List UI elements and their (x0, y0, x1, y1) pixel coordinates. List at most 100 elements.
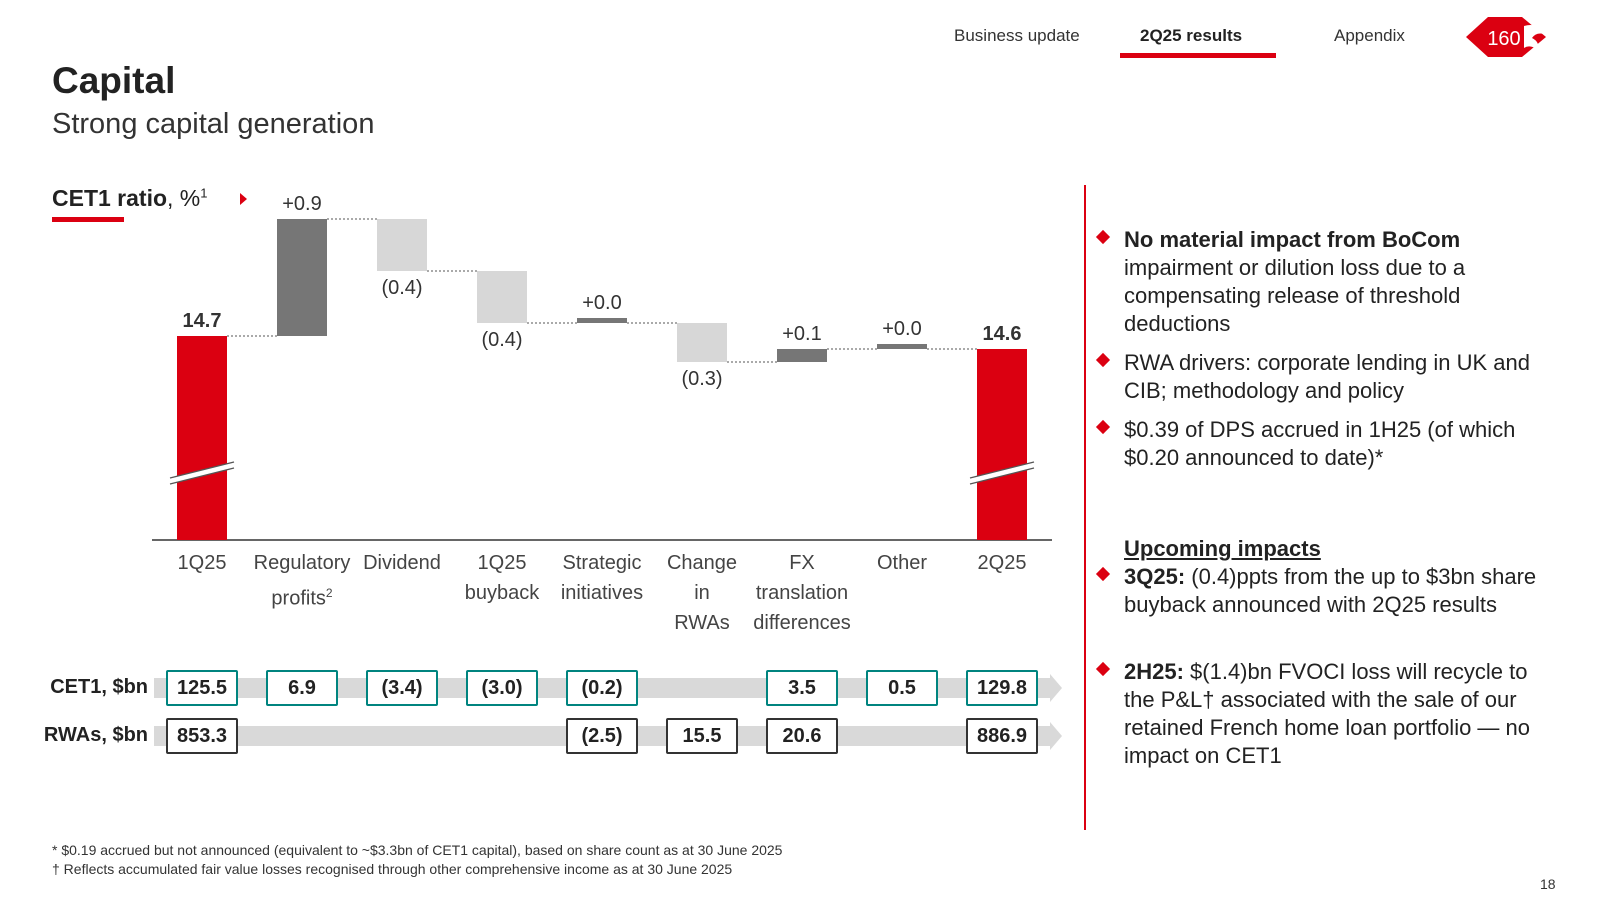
waterfall-bar-8 (977, 349, 1027, 540)
category-label: Change in RWAs (650, 548, 754, 638)
category-label: 1Q25 (150, 548, 254, 578)
category-label-line: initiatives (560, 582, 644, 604)
chart-link-arrow-icon[interactable] (240, 193, 247, 205)
row-label: CET1, $bn (50, 676, 148, 698)
axis-break-line-b-0 (169, 467, 235, 485)
category-label-line: Strategic (562, 552, 642, 574)
page-title: Capital (52, 60, 176, 101)
cet1-value-box: 3.5 (766, 670, 838, 706)
category-label-line: profits2 (271, 586, 333, 610)
rwa-value-box: 886.9 (966, 718, 1038, 754)
axis-break-line-0 (169, 461, 235, 479)
row-label: RWAs, $bn (43, 724, 148, 746)
chart-title-footnote-ref: 1 (200, 185, 208, 201)
upcoming-impacts-heading: Upcoming impacts (1124, 536, 1321, 561)
bullet-diamond-icon (1095, 229, 1111, 245)
bullet-rwa-drivers: RWA drivers: corporate lending in UK and… (1095, 349, 1564, 405)
cet1-value-box: 125.5 (166, 670, 238, 706)
bullet-diamond-icon (1095, 352, 1111, 368)
footnote-dps: * $0.19 accrued but not announced (equiv… (52, 842, 783, 858)
axis-break-line-8 (969, 461, 1035, 479)
bullet-diamond-icon (1095, 566, 1111, 582)
cet1-value-box: 129.8 (966, 670, 1038, 706)
nav-active-underline (1120, 53, 1276, 58)
page-number: 18 (1540, 876, 1556, 892)
bullet-2h25: 2H25: $(1.4)bn FVOCI loss will recycle t… (1095, 658, 1564, 770)
category-label-line: Dividend (363, 552, 441, 574)
bullet-text: impairment or dilution loss due to a com… (1124, 255, 1466, 336)
cet1-value-box: (0.2) (566, 670, 638, 706)
category-label-line: FX (789, 552, 815, 574)
category-label-line: Regulatory (253, 552, 351, 574)
axis-break-gap-0 (170, 462, 234, 484)
hsbc-160-logo: 160 (1466, 17, 1546, 57)
bullet-text: RWA drivers: corporate lending in UK and… (1124, 350, 1530, 403)
chart-title-main: CET1 ratio (52, 185, 168, 211)
cet1-value-box: 0.5 (866, 670, 938, 706)
waterfall-bar-2 (377, 219, 427, 271)
chart-title: CET1 ratio, %1 (52, 185, 208, 212)
bullet-bold: 2H25: (1124, 659, 1184, 684)
bullet-dps: $0.39 of DPS accrued in 1H25 (of which $… (1095, 416, 1564, 472)
waterfall-bar-0 (177, 336, 227, 540)
waterfall-bar-3 (477, 271, 527, 323)
category-label-line: Change (666, 552, 738, 574)
row-strip-arrow-icon (1050, 674, 1062, 702)
nav-business-update[interactable]: Business update (954, 26, 1080, 45)
waterfall-bar-5 (677, 323, 727, 362)
bullet-bocom: No material impact from BoCom impairment… (1095, 226, 1564, 338)
chart-title-underline (52, 217, 124, 222)
category-label-line: 2Q25 (977, 552, 1027, 574)
data-label-4: +0.0 (582, 292, 621, 314)
category-label-line: buyback (464, 582, 540, 604)
data-label-7: +0.0 (882, 318, 921, 340)
category-label-line: translation (755, 582, 849, 604)
chart-title-suffix: , % (167, 185, 201, 211)
bullet-text: (0.4)ppts from the up to $3bn share buyb… (1124, 564, 1537, 617)
category-label-line: differences (753, 612, 851, 634)
category-label-line: 1Q25 (177, 552, 227, 574)
nav-2q25-results[interactable]: 2Q25 results (1140, 26, 1243, 45)
bullet-text: $(1.4)bn FVOCI loss will recycle to the … (1124, 659, 1531, 768)
footnote-fvoci: † Reflects accumulated fair value losses… (52, 861, 733, 877)
bullet-bold: No material impact from BoCom (1124, 227, 1461, 252)
cet1-value-box: (3.4) (366, 670, 438, 706)
category-label-line: 1Q25 (477, 552, 527, 574)
row-strip-arrow-icon (1050, 722, 1062, 750)
category-label-line: RWAs (674, 612, 730, 634)
waterfall-bar-4 (577, 318, 627, 323)
cet1-waterfall-chart: 14.7 +0.9 (0.4) (0.4) +0.0 (0.3) +0.1 +0.0 14.6 (152, 193, 1052, 541)
category-label: Other (850, 548, 954, 578)
category-label: 2Q25 (950, 548, 1054, 578)
category-label-line: in (694, 582, 710, 604)
category-label: Regulatory profits2 (250, 548, 354, 614)
data-label-6: +0.1 (782, 323, 821, 345)
data-label-0: 14.7 (183, 310, 222, 332)
bullet-3q25: 3Q25: (0.4)ppts from the up to $3bn shar… (1095, 563, 1564, 619)
category-label-line: Other (876, 552, 928, 574)
cet1-value-box: 6.9 (266, 670, 338, 706)
data-label-5: (0.3) (681, 368, 722, 390)
logo-text: 160 (1487, 28, 1520, 50)
page-subtitle: Strong capital generation (52, 108, 375, 140)
rwa-value-box: 15.5 (666, 718, 738, 754)
waterfall-bar-7 (877, 344, 927, 349)
waterfall-bar-6 (777, 349, 827, 362)
category-label: FX translation differences (750, 548, 854, 638)
cet1-value-box: (3.0) (466, 670, 538, 706)
bullet-diamond-icon (1095, 661, 1111, 677)
category-label: Dividend (350, 548, 454, 578)
category-footnote-ref: 2 (325, 586, 333, 600)
data-label-8: 14.6 (983, 323, 1022, 345)
data-label-1: +0.9 (282, 193, 321, 215)
nav-appendix[interactable]: Appendix (1334, 26, 1405, 45)
data-label-3: (0.4) (481, 329, 522, 351)
category-label: Strategic initiatives (550, 548, 654, 608)
category-label: 1Q25 buyback (450, 548, 554, 608)
bullet-bold: 3Q25: (1124, 564, 1186, 589)
column-divider (1084, 185, 1086, 830)
axis-break-line-b-8 (969, 467, 1035, 485)
waterfall-bar-1 (277, 219, 327, 336)
bullet-text: $0.39 of DPS accrued in 1H25 (of which $… (1124, 417, 1516, 470)
bullet-diamond-icon (1095, 419, 1111, 435)
